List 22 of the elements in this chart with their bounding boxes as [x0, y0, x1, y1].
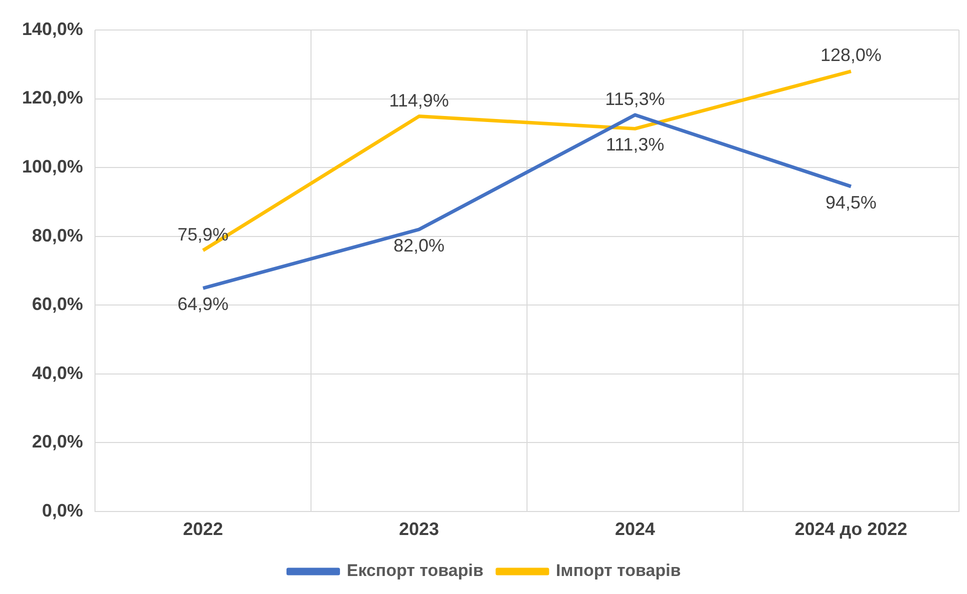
data-label: 94,5%	[825, 192, 877, 212]
data-label: 75,9%	[178, 224, 229, 244]
x-tick-label: 2024	[614, 519, 656, 540]
y-tick-label: 0,0%	[42, 500, 84, 520]
y-tick-label: 20,0%	[32, 432, 84, 452]
y-tick-label: 100,0%	[22, 156, 84, 177]
y-tick-label: 80,0%	[32, 225, 84, 246]
data-label: 82,0%	[394, 235, 445, 256]
x-tick-label: 2023	[399, 519, 440, 540]
legend-label: Імпорт товарів	[556, 561, 681, 580]
x-tick-label: 2022	[183, 519, 224, 540]
data-label: 64,9%	[178, 294, 229, 314]
y-tick-label: 120,0%	[22, 88, 84, 108]
y-tick-label: 140,0%	[22, 18, 84, 39]
y-tick-label: 60,0%	[32, 294, 84, 314]
data-label: 111,3%	[606, 134, 664, 155]
data-label: 114,9%	[389, 90, 449, 110]
y-tick-label: 40,0%	[32, 362, 84, 383]
data-label: 128,0%	[820, 45, 882, 66]
x-tick-label: 2024 до 2022	[794, 519, 908, 540]
legend-label: Експорт товарів	[346, 561, 484, 580]
data-label: 115,3%	[605, 88, 665, 109]
